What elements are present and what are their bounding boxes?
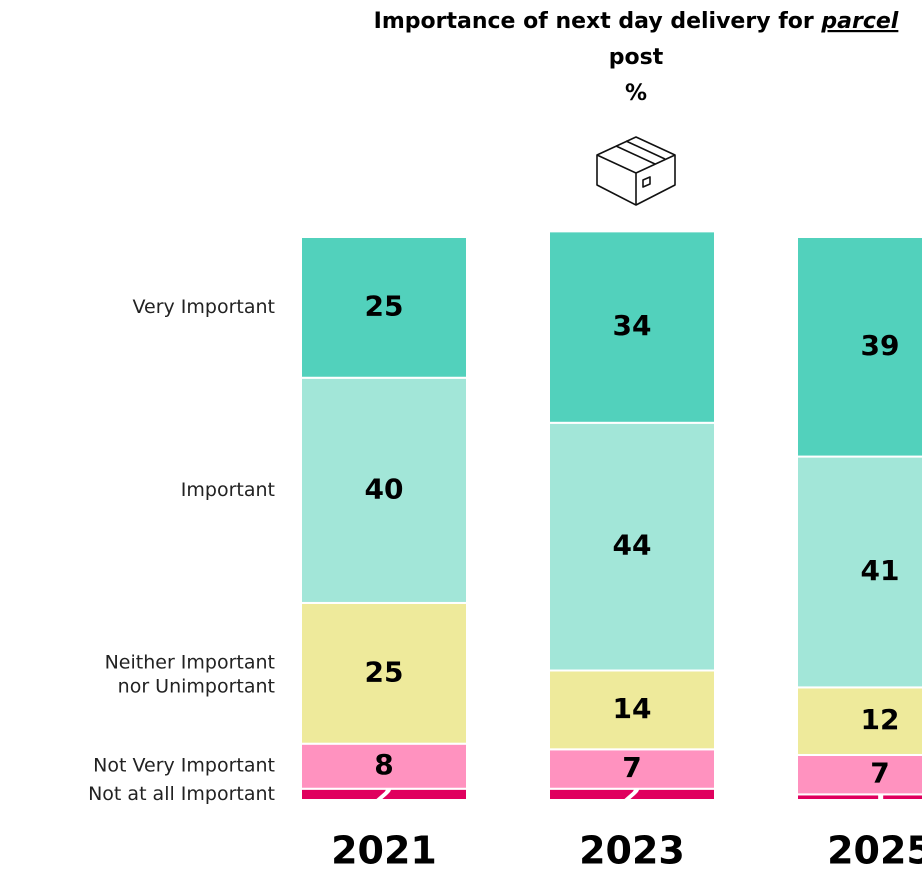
data-label: 39 [861, 329, 900, 362]
data-label: 7 [870, 757, 889, 790]
bar-segment [796, 753, 922, 796]
bar-segment [300, 236, 468, 379]
data-label: 8 [374, 748, 393, 781]
data-label: 7 [622, 751, 641, 784]
bar-segment [548, 748, 716, 790]
title-part: Importance of next day delivery for [374, 9, 822, 34]
data-label: 14 [613, 692, 652, 725]
bar-segment [300, 742, 468, 790]
data-label: 34 [613, 309, 652, 342]
legend-label: Neither Important nor Unimportant [105, 651, 275, 697]
legend-line: nor Unimportant [118, 675, 275, 697]
legend-label: Not at all Important [88, 783, 275, 805]
bar-segment [796, 455, 922, 689]
bar-segment [548, 669, 716, 751]
legend-label: Important [181, 479, 275, 501]
data-label: 40 [365, 472, 404, 505]
bar-segment [548, 230, 716, 424]
title-part: parcel [820, 9, 898, 34]
data-label: 25 [365, 655, 404, 688]
x-tick-label: 2025 [827, 829, 922, 873]
chart-subtitle: % [625, 81, 647, 106]
x-tick-label: 2021 [331, 829, 437, 873]
x-tick-label: 2023 [579, 829, 685, 873]
box-icon [596, 136, 676, 206]
bar-segment [796, 686, 922, 756]
chart-title: Importance of next day delivery for parc… [374, 9, 899, 34]
data-label: 25 [365, 289, 404, 322]
bar-segment [300, 601, 468, 745]
data-label: 41 [861, 554, 900, 587]
bar-segment [300, 376, 468, 604]
legend-label: Very Important [133, 296, 276, 318]
data-label: 12 [861, 703, 900, 736]
legend-line: Neither Important [105, 651, 275, 673]
data-label: 44 [613, 529, 652, 562]
legend-label: Not Very Important [93, 755, 275, 777]
chart-title-line: post [609, 45, 664, 70]
bar-segment [796, 236, 922, 458]
